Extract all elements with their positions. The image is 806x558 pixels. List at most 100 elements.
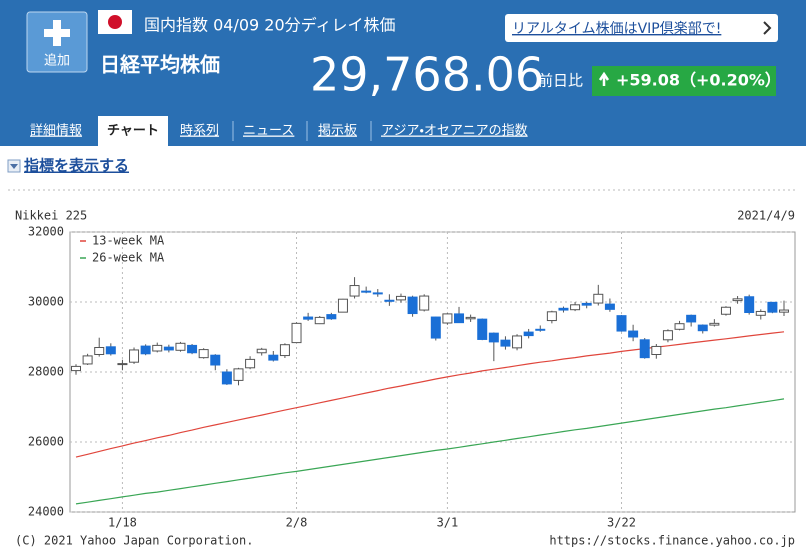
candle-body	[732, 298, 743, 302]
y-tick-label: 26000	[28, 435, 64, 449]
y-tick-label: 28000	[28, 365, 64, 379]
x-tick-label: 3/1	[437, 516, 459, 530]
candle-body	[152, 344, 163, 352]
candle-body	[779, 309, 789, 313]
stock-name: 日経平均株価	[100, 53, 220, 77]
candle-body	[361, 290, 372, 293]
change: +59.08（+0.20%）	[616, 71, 781, 90]
candle-body	[465, 316, 476, 320]
copyright: (C) 2021 Yahoo Japan Corporation.	[15, 534, 253, 548]
x-tick-label: 1/18	[108, 516, 137, 530]
candle-body	[581, 302, 592, 306]
candle-body	[558, 307, 569, 311]
candle-body	[454, 313, 465, 324]
candle-body	[163, 346, 174, 351]
candle-body	[662, 330, 673, 341]
y-tick-label: 32000	[28, 225, 64, 239]
indicator-link[interactable]: 指標を表示する	[24, 157, 129, 175]
candle-body	[767, 301, 778, 313]
tab[interactable]: アジア・オセアニアの指数	[381, 124, 528, 139]
vip-button[interactable]	[505, 14, 778, 42]
y-tick-label: 30000	[28, 295, 64, 309]
candle-body	[651, 345, 662, 356]
toggle-arrow	[10, 164, 18, 169]
candle-body	[523, 331, 534, 337]
candle-body	[94, 347, 105, 355]
candle-body	[372, 292, 383, 295]
candle-body	[268, 354, 279, 361]
candle-body	[419, 295, 430, 311]
y-tick-label: 24000	[28, 505, 64, 519]
candle-body	[639, 339, 650, 359]
active-tab[interactable]	[98, 116, 168, 146]
candle-body	[442, 313, 453, 324]
source-url: https://stocks.finance.yahoo.co.jp	[549, 534, 795, 548]
candle-body	[546, 311, 557, 322]
candle-body	[500, 339, 511, 347]
candle-body	[604, 303, 615, 310]
chevron	[763, 21, 772, 35]
candle-body	[755, 310, 766, 316]
tab[interactable]: 時系列	[180, 124, 219, 139]
candle-body	[129, 349, 140, 363]
candle-body	[395, 295, 406, 301]
candle-body	[674, 323, 685, 330]
candle-body	[314, 316, 325, 325]
candle-body	[198, 349, 209, 359]
chart-date: 2021/4/9	[737, 209, 795, 223]
candle-body	[686, 314, 697, 323]
tab[interactable]: 掲示板	[318, 123, 357, 139]
candle-body	[477, 318, 488, 340]
tab-separators	[232, 121, 372, 141]
plus-icon	[44, 29, 70, 37]
price: 29,768.06	[310, 48, 544, 102]
candle-body	[593, 293, 604, 304]
chart-title: Nikkei 225	[15, 209, 87, 223]
candle-body	[140, 345, 151, 355]
candle-body	[628, 330, 639, 338]
candle-body	[279, 344, 290, 357]
add-label: 追加	[44, 53, 70, 69]
candle-body	[616, 315, 627, 332]
up-arrow	[598, 71, 610, 86]
candle-body	[303, 316, 314, 320]
candle-body	[697, 324, 708, 332]
tab[interactable]: 詳細情報	[30, 123, 82, 139]
candle-body	[82, 355, 93, 365]
candle-body	[117, 363, 128, 366]
candle-body	[570, 304, 581, 311]
candle-body	[744, 296, 755, 313]
change-label: 前日比	[538, 72, 583, 90]
candle-body	[187, 344, 198, 354]
change-box	[592, 66, 776, 96]
tab[interactable]: チャート	[107, 124, 159, 139]
flag-sun	[108, 15, 122, 29]
candle-body	[512, 335, 523, 349]
candle-body	[720, 306, 731, 315]
candle-body	[326, 314, 337, 320]
candle-body	[337, 298, 348, 313]
candle-body	[71, 365, 81, 372]
candle-body	[384, 299, 395, 302]
candle-body	[535, 328, 546, 331]
candle-body	[488, 332, 499, 343]
candle-body	[210, 354, 221, 366]
x-tick-label: 2/8	[286, 516, 308, 530]
candle-body	[256, 348, 267, 354]
candle-body	[291, 322, 302, 344]
legend-label: 13-week MA	[92, 234, 165, 248]
candle-body	[175, 342, 186, 351]
tab[interactable]: ニュース	[243, 124, 294, 139]
candle-body	[245, 358, 256, 369]
moving-average-line	[75, 331, 785, 458]
legend-label: 26-week MA	[92, 251, 165, 265]
moving-average-line	[75, 398, 785, 505]
candle-body	[105, 346, 116, 355]
candle-body	[349, 285, 360, 297]
index-label: 国内指数 04/09 20分ディレイ株価	[144, 16, 396, 35]
candle-body	[221, 371, 232, 385]
vip-link[interactable]: リアルタイム株価はVIP倶楽部で!	[512, 21, 721, 37]
